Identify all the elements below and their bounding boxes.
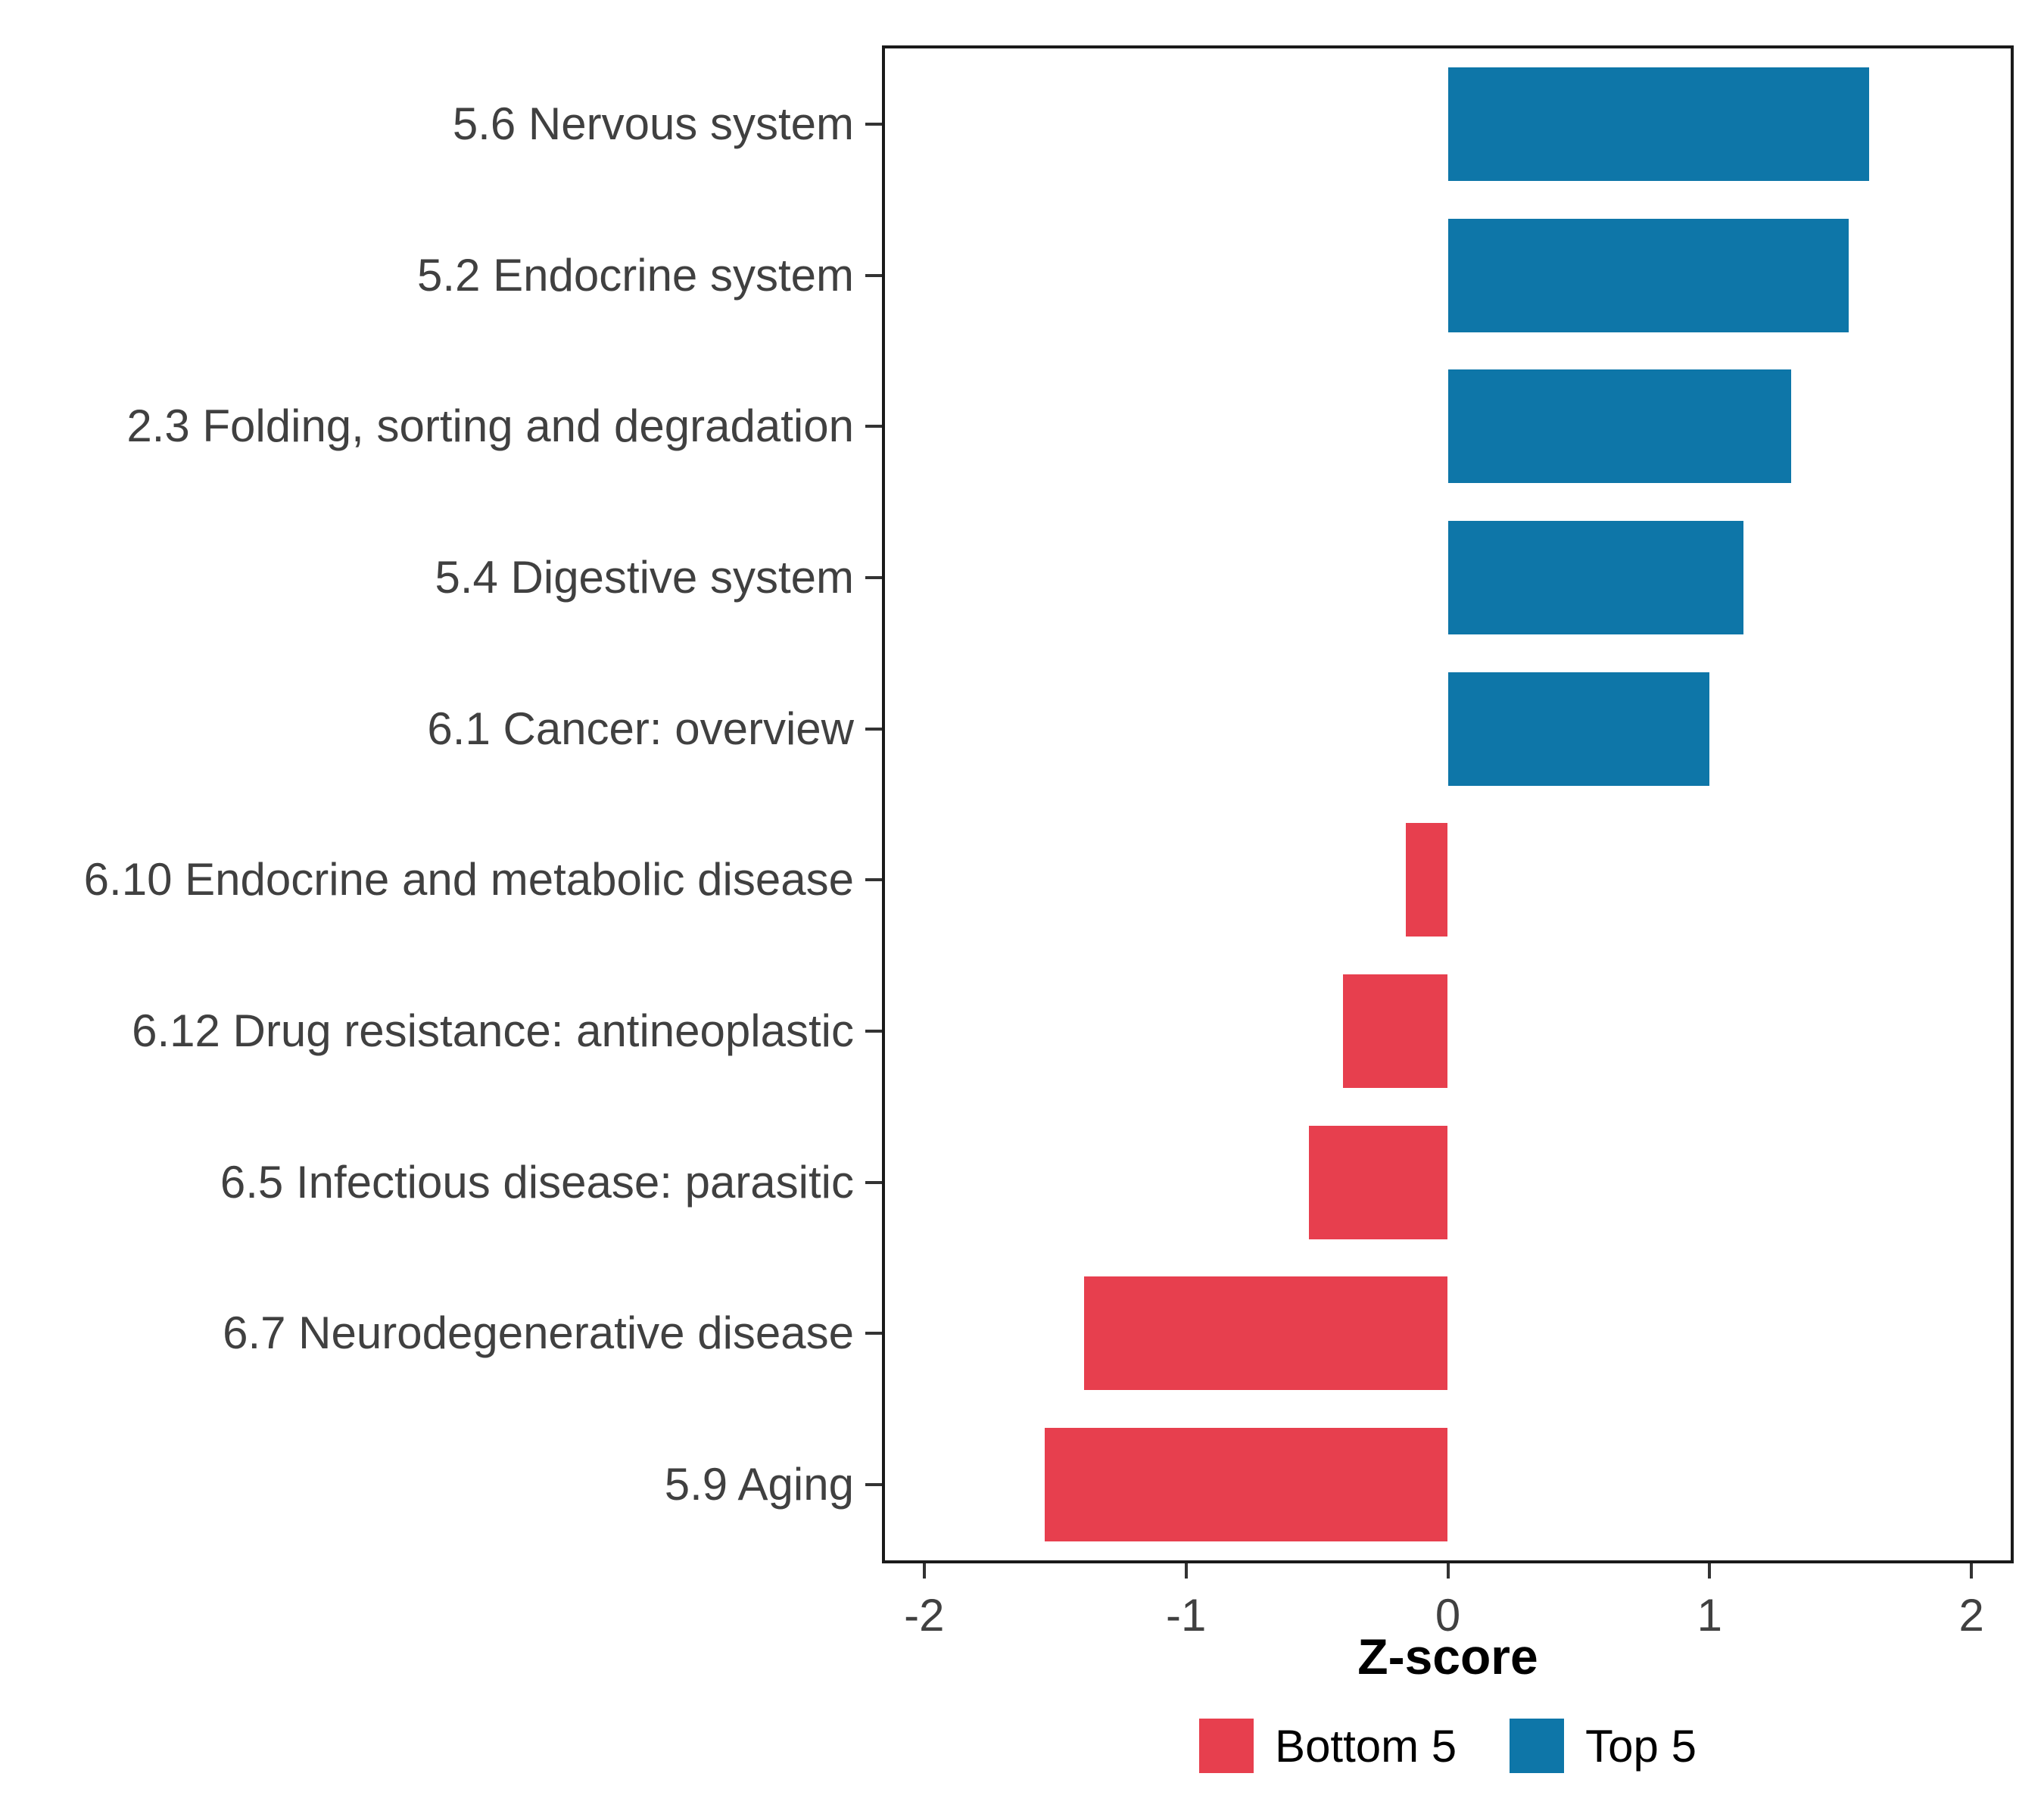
y-tick-mark xyxy=(865,425,882,429)
x-tick-mark xyxy=(922,1563,926,1579)
bar xyxy=(1447,369,1791,484)
y-tick-mark xyxy=(865,1030,882,1033)
x-tick-label: 2 xyxy=(1958,1590,1984,1641)
legend: Bottom 5 Top 5 xyxy=(882,1719,2014,1773)
category-label: 5.2 Endocrine system xyxy=(417,249,854,301)
x-tick-label: 1 xyxy=(1697,1590,1722,1641)
legend-label: Bottom 5 xyxy=(1275,1720,1457,1772)
y-tick-mark xyxy=(865,878,882,882)
bar xyxy=(1447,67,1870,181)
legend-swatch-top-5 xyxy=(1510,1719,1565,1773)
y-tick-mark xyxy=(865,122,882,126)
legend-item: Top 5 xyxy=(1510,1719,1697,1773)
x-axis-title: Z-score xyxy=(1357,1628,1538,1685)
bar xyxy=(1447,520,1744,634)
category-label: 5.9 Aging xyxy=(664,1459,854,1510)
category-label: 6.10 Endocrine and metabolic disease xyxy=(83,854,854,905)
x-tick-mark xyxy=(1446,1563,1450,1579)
bar xyxy=(1044,1428,1448,1542)
bar xyxy=(1083,1276,1448,1391)
category-label: 6.12 Drug resistance: antineoplastic xyxy=(132,1005,854,1057)
legend-item: Bottom 5 xyxy=(1199,1719,1457,1773)
bar xyxy=(1309,1125,1448,1239)
category-label: 6.1 Cancer: overview xyxy=(427,703,854,754)
legend-label: Top 5 xyxy=(1585,1720,1697,1772)
legend-swatch-bottom-5 xyxy=(1199,1719,1254,1773)
x-tick-label: -2 xyxy=(904,1590,945,1641)
bar xyxy=(1343,974,1448,1089)
category-label: 6.7 Neurodegenerative disease xyxy=(223,1307,854,1359)
bar xyxy=(1447,218,1849,332)
x-tick-label: 0 xyxy=(1435,1590,1461,1641)
y-tick-mark xyxy=(865,273,882,277)
y-tick-mark xyxy=(865,1180,882,1184)
x-tick-mark xyxy=(1184,1563,1188,1579)
bar xyxy=(1406,823,1448,937)
y-tick-mark xyxy=(865,727,882,731)
y-tick-mark xyxy=(865,1483,882,1487)
y-tick-mark xyxy=(865,575,882,579)
category-label: 2.3 Folding, sorting and degradation xyxy=(126,400,854,452)
category-label: 6.5 Infectious disease: parasitic xyxy=(220,1156,854,1208)
bar xyxy=(1447,672,1710,786)
category-label: 5.4 Digestive system xyxy=(435,551,854,603)
y-tick-mark xyxy=(865,1332,882,1335)
x-tick-mark xyxy=(1708,1563,1712,1579)
x-tick-mark xyxy=(1970,1563,1974,1579)
x-tick-label: -1 xyxy=(1165,1590,1207,1641)
category-label: 5.6 Nervous system xyxy=(452,98,854,149)
